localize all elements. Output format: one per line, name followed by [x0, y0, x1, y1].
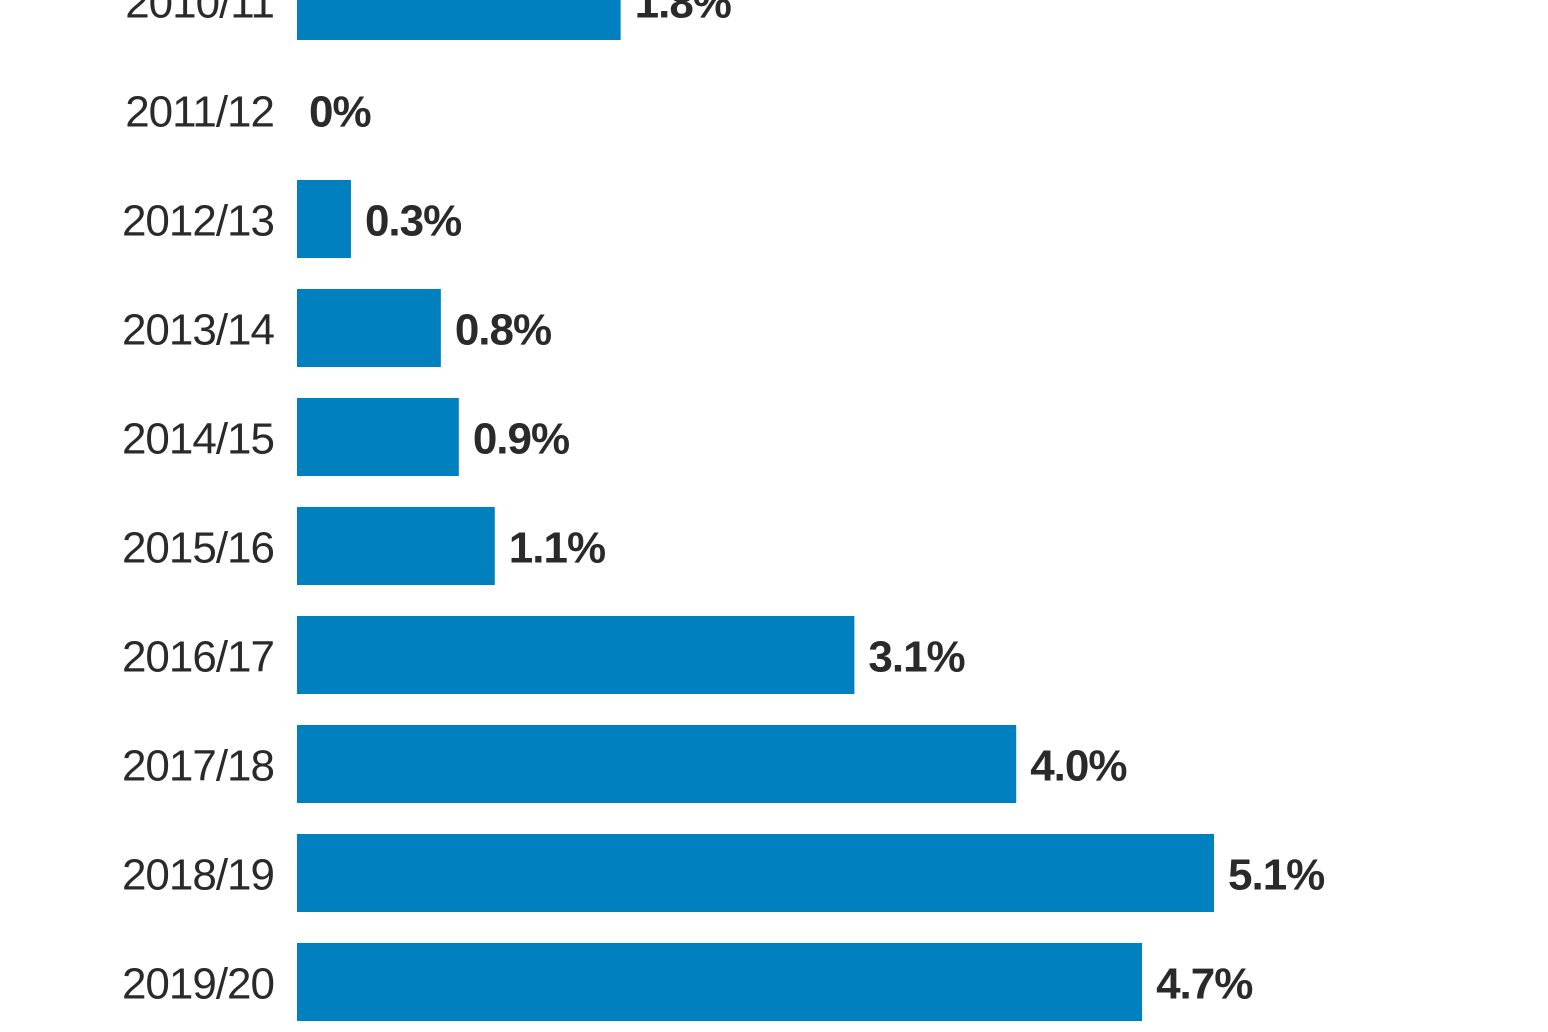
bar	[297, 507, 495, 585]
category-label: 2014/15	[122, 415, 274, 464]
category-label: 2017/18	[122, 742, 274, 791]
value-label: 1.8%	[635, 0, 731, 28]
category-label: 2011/12	[125, 88, 274, 137]
category-label: 2016/17	[122, 633, 274, 682]
bar	[297, 180, 351, 258]
bar	[297, 289, 441, 367]
value-label: 4.7%	[1156, 960, 1252, 1009]
value-label: 0%	[309, 88, 371, 137]
value-label: 4.0%	[1030, 742, 1126, 791]
value-label: 0.8%	[455, 306, 551, 355]
category-label: 2018/19	[122, 851, 274, 900]
bar	[297, 616, 855, 694]
bar	[297, 398, 459, 476]
category-label: 2010/11	[125, 0, 274, 28]
value-label: 3.1%	[868, 633, 964, 682]
bar	[297, 834, 1214, 912]
category-label: 2015/16	[122, 524, 274, 573]
category-label: 2013/14	[122, 306, 275, 355]
bar	[297, 943, 1143, 1021]
value-label: 0.9%	[473, 415, 569, 464]
category-label: 2012/13	[122, 197, 274, 246]
value-label: 1.1%	[509, 524, 605, 573]
category-label: 2019/20	[122, 960, 274, 1009]
bar	[297, 725, 1017, 803]
value-label: 0.3%	[365, 197, 461, 246]
value-label: 5.1%	[1228, 851, 1324, 900]
bar	[297, 0, 621, 40]
